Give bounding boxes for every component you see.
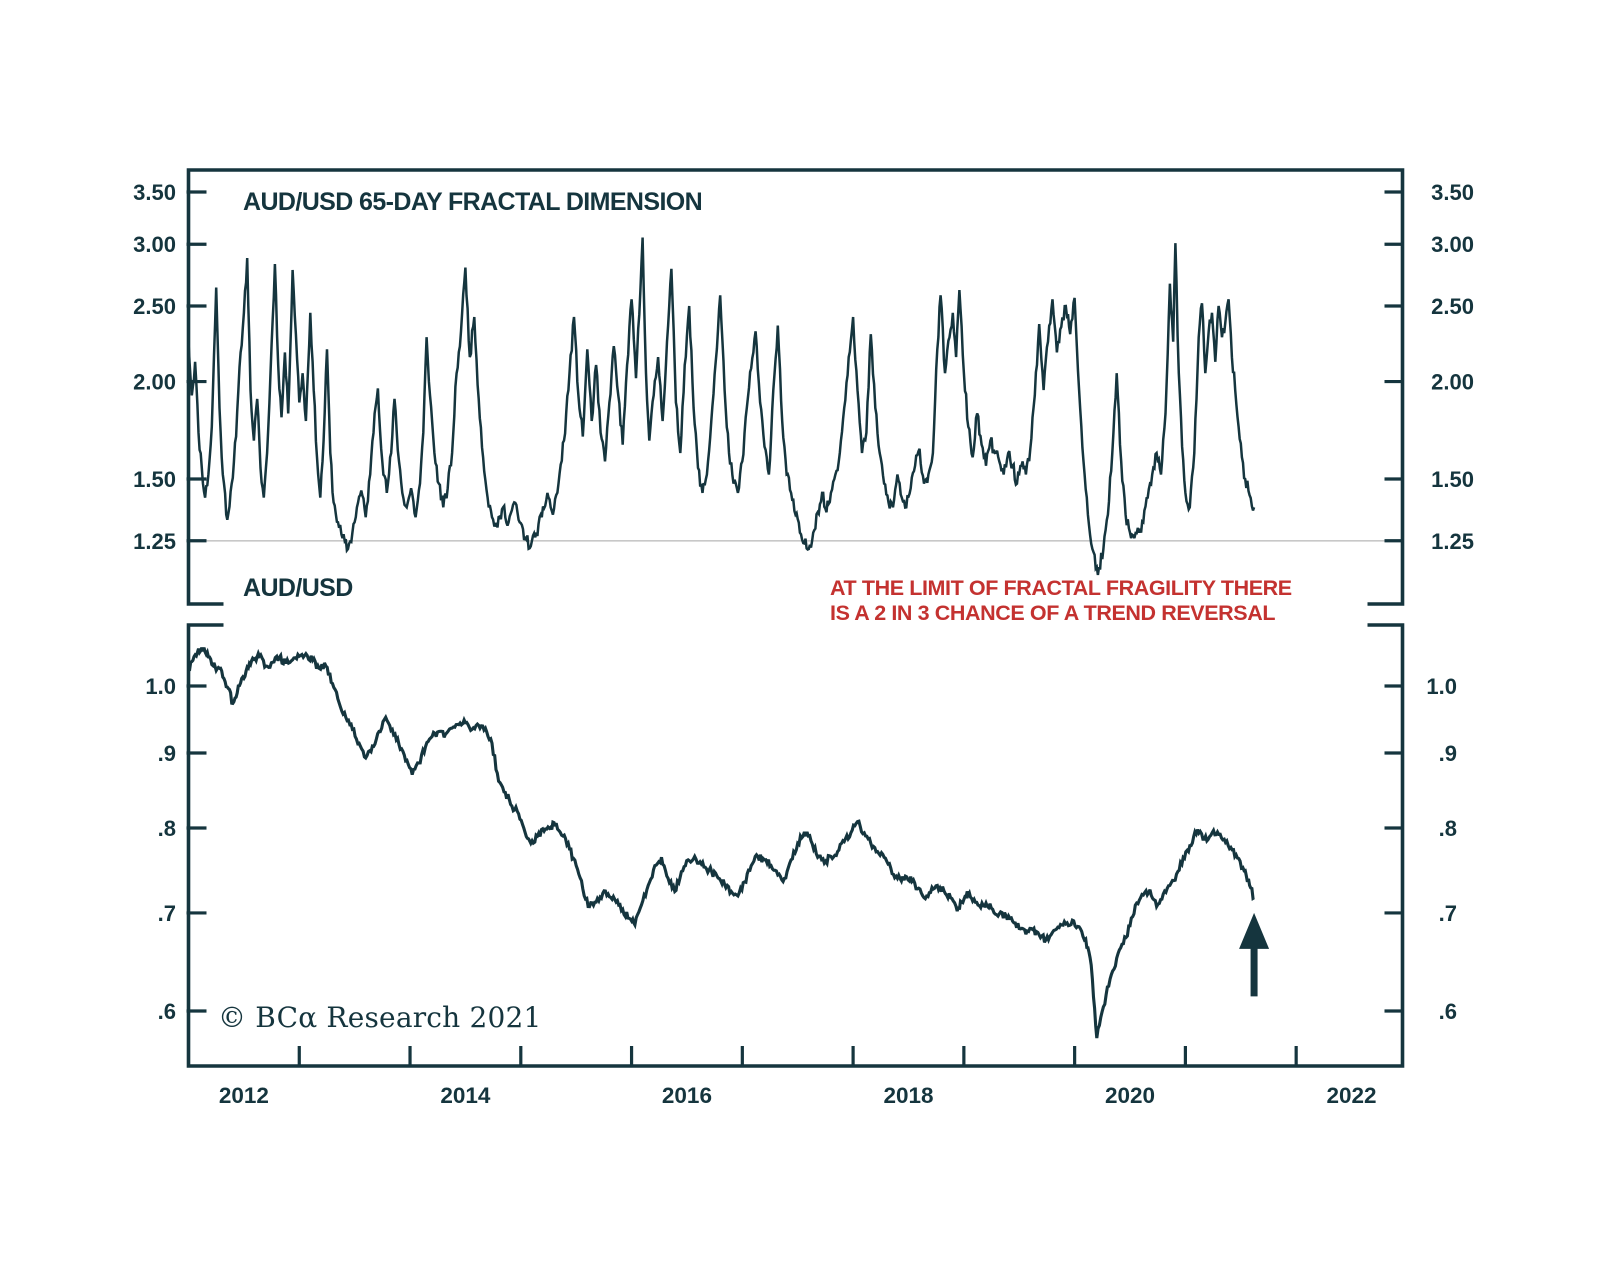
bottom-panel-title: AUD/USD	[243, 574, 353, 602]
x-tick-label: 2018	[883, 1083, 933, 1108]
y-tick-label-right: 1.0	[1426, 674, 1457, 699]
top-panel-title: AUD/USD 65-DAY FRACTAL DIMENSION	[243, 188, 703, 216]
y-tick-label-right: .6	[1439, 999, 1457, 1024]
y-tick-label-left: 1.0	[145, 674, 176, 699]
y-tick-label-right: .9	[1439, 741, 1457, 766]
y-tick-label-right: 3.00	[1431, 232, 1474, 257]
x-tick-label: 2014	[440, 1083, 491, 1108]
top-panel-frame	[186, 168, 1405, 606]
y-tick-label-left: 3.00	[133, 232, 176, 257]
y-tick-label-left: .6	[158, 999, 176, 1024]
x-tick-label: 2020	[1105, 1083, 1155, 1108]
y-tick-label-right: 2.00	[1431, 370, 1474, 395]
x-tick-label: 2022	[1327, 1083, 1377, 1108]
annotation-line-1: AT THE LIMIT OF FRACTAL FRAGILITY THERE	[830, 576, 1292, 600]
bottom-panel-frame	[186, 623, 1405, 1068]
trend-reversal-up-arrow-icon	[1239, 912, 1270, 997]
y-tick-label-right: 2.50	[1431, 294, 1474, 319]
x-tick-label: 2012	[219, 1083, 269, 1108]
y-tick-label-left: 1.50	[133, 467, 176, 492]
y-tick-label-left: 3.50	[133, 180, 176, 205]
y-tick-label-right: 1.50	[1431, 467, 1474, 492]
y-tick-label-left: 2.50	[133, 294, 176, 319]
y-tick-label-right: 1.25	[1431, 529, 1474, 554]
y-tick-label-left: 1.25	[133, 529, 176, 554]
audusd-line	[187, 647, 1255, 1039]
y-tick-label-left: .7	[158, 901, 176, 926]
annotation-text: AT THE LIMIT OF FRACTAL FRAGILITY THERE …	[830, 576, 1292, 626]
y-tick-label-right: 3.50	[1431, 180, 1474, 205]
y-tick-label-right: .7	[1439, 901, 1457, 926]
y-tick-label-left: 2.00	[133, 370, 176, 395]
x-tick-label: 2016	[662, 1083, 712, 1108]
y-tick-label-left: .8	[158, 816, 176, 841]
y-tick-label-left: .9	[158, 741, 176, 766]
annotation-line-2: IS A 2 IN 3 CHANCE OF A TREND REVERSAL	[830, 601, 1276, 625]
y-tick-label-right: .8	[1439, 816, 1457, 841]
fractal-dimension-line	[187, 237, 1256, 576]
copyright-note: © BCα Research 2021	[218, 1001, 542, 1034]
